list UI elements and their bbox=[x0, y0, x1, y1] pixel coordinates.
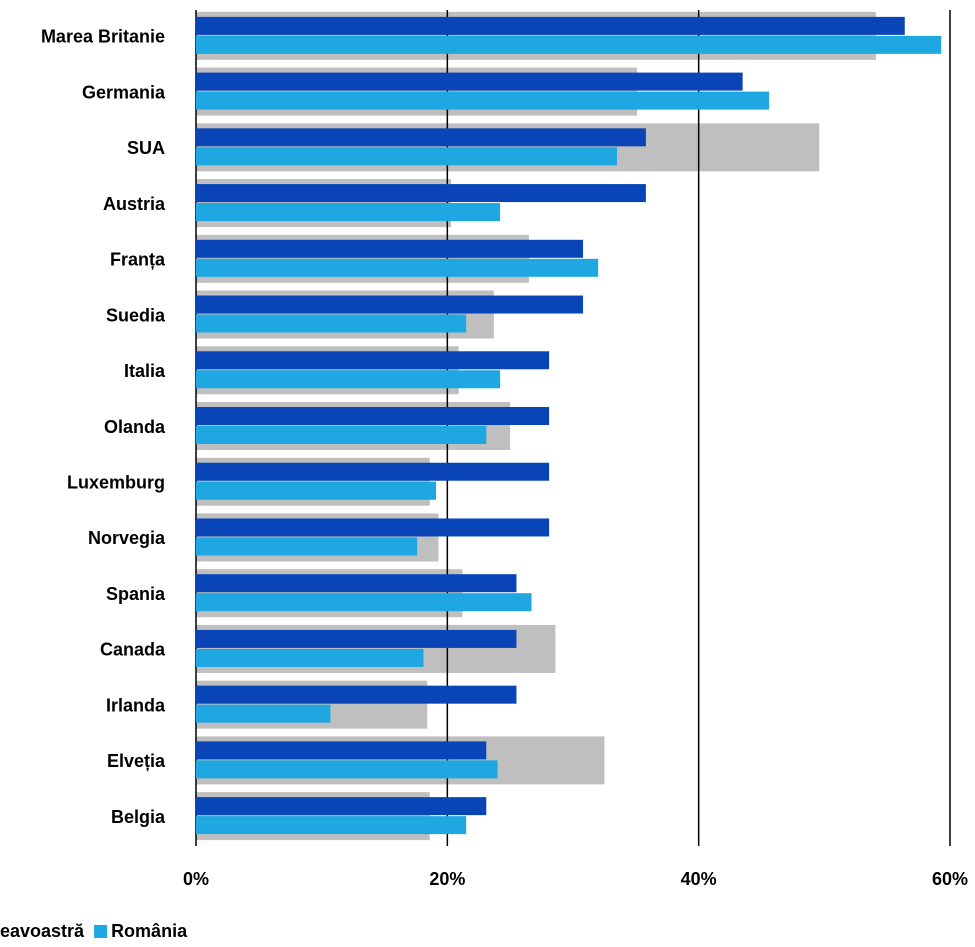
y-tick-label: Norvegia bbox=[88, 528, 166, 548]
bar bbox=[196, 593, 532, 612]
legend-label: România bbox=[111, 921, 188, 941]
bar bbox=[196, 351, 550, 370]
bar bbox=[196, 370, 501, 389]
bar bbox=[196, 16, 905, 35]
bar bbox=[196, 72, 743, 91]
bar bbox=[196, 35, 942, 54]
bar bbox=[196, 295, 584, 314]
y-tick-label: Marea Britanie bbox=[41, 27, 165, 47]
x-tick-label: 20% bbox=[429, 869, 465, 889]
x-tick-label: 0% bbox=[183, 869, 209, 889]
bar bbox=[196, 537, 418, 556]
bar bbox=[196, 462, 550, 481]
bar bbox=[196, 518, 550, 537]
bar bbox=[196, 314, 467, 333]
bar bbox=[196, 760, 498, 779]
bar bbox=[196, 258, 599, 277]
bar bbox=[196, 203, 501, 222]
bar bbox=[196, 797, 487, 816]
y-tick-label: Olanda bbox=[104, 417, 166, 437]
y-tick-label: Elveția bbox=[107, 751, 166, 771]
bar bbox=[196, 91, 770, 110]
y-tick-label: Spania bbox=[106, 584, 166, 604]
bar bbox=[196, 704, 331, 723]
y-tick-label: Germania bbox=[82, 82, 166, 102]
x-tick-label: 40% bbox=[681, 869, 717, 889]
bar bbox=[196, 481, 437, 500]
bar bbox=[196, 629, 517, 648]
legend-swatch bbox=[94, 925, 108, 938]
bar bbox=[196, 128, 646, 147]
bar bbox=[196, 407, 550, 425]
bar bbox=[196, 574, 517, 593]
y-tick-label: Luxemburg bbox=[67, 472, 165, 492]
y-tick-label: Irlanda bbox=[106, 695, 166, 715]
y-tick-label: SUA bbox=[127, 138, 165, 158]
y-tick-label: Austria bbox=[103, 194, 166, 214]
bar bbox=[196, 816, 467, 835]
bar bbox=[196, 147, 617, 166]
x-tick-label: 60% bbox=[932, 869, 968, 889]
bar bbox=[196, 239, 584, 258]
legend-label: eavoastră bbox=[0, 921, 85, 941]
bar bbox=[196, 648, 424, 667]
bar bbox=[196, 685, 517, 704]
bar bbox=[196, 741, 487, 760]
y-tick-label: Canada bbox=[100, 640, 166, 660]
y-tick-label: Belgia bbox=[111, 807, 166, 827]
y-tick-label: Italia bbox=[124, 361, 166, 381]
bar bbox=[196, 184, 646, 203]
y-tick-label: Suedia bbox=[106, 305, 166, 325]
y-tick-label: Franța bbox=[110, 250, 166, 270]
bar bbox=[196, 426, 487, 444]
